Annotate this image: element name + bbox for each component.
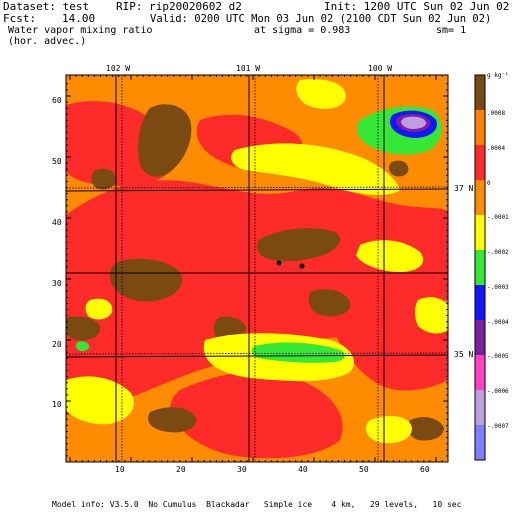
colorbar-label: .0004 xyxy=(487,145,506,152)
colorbar-swatch xyxy=(475,180,485,216)
colorbar-swatch xyxy=(475,145,485,181)
colorbar-swatch xyxy=(475,355,485,391)
colorbar-label: -.0005 xyxy=(487,353,509,360)
lon-label-101w: 101 W xyxy=(236,64,261,73)
colorbar xyxy=(475,75,485,461)
y-tick-label: 60 xyxy=(52,96,62,105)
y-tick-label: 30 xyxy=(52,279,62,288)
field-name: Water vapor mixing ratio xyxy=(8,25,153,36)
init-label: Init: 1200 UTC Sun 02 Jun 02 xyxy=(324,0,510,13)
colorbar-label: -.0003 xyxy=(487,284,509,291)
colorbar-label: -.0001 xyxy=(487,214,509,221)
rip-label: RIP: rip20020602 d2 xyxy=(116,0,242,13)
y-tick-label: 40 xyxy=(52,218,62,227)
colorbar-swatch xyxy=(475,320,485,356)
colorbar-swatch xyxy=(475,215,485,251)
colorbar-unit: g kg⁻¹ xyxy=(487,72,509,79)
subfield-name: (hor. advec.) xyxy=(8,36,87,47)
lon-label-102w: 102 W xyxy=(106,64,131,73)
sigma-label: at sigma = 0.983 xyxy=(254,25,351,36)
colorbar-swatch xyxy=(475,285,485,321)
colorbar-label: 0 xyxy=(487,180,491,187)
x-tick-label: 10 xyxy=(115,465,125,474)
dataset-label: Dataset: test xyxy=(3,0,90,13)
colorbar-label: -.0004 xyxy=(487,319,509,326)
colorbar-swatch xyxy=(475,110,485,146)
fcst-label: Fcst: xyxy=(3,12,37,25)
x-tick-label: 50 xyxy=(359,465,369,474)
colorbar-label: -.0007 xyxy=(487,423,509,430)
lat-label-35n: 35 N xyxy=(454,350,474,359)
colorbar-label: -.0006 xyxy=(487,388,509,395)
colorbar-swatch xyxy=(475,390,485,426)
colorbar-swatch xyxy=(475,75,485,111)
y-tick-label: 10 xyxy=(52,400,62,409)
valid-label: Valid: 0200 UTC Mon 03 Jun 02 (2100 CDT … xyxy=(150,13,492,25)
colorbar-swatch xyxy=(475,425,485,461)
y-tick-label: 20 xyxy=(52,340,62,349)
colorbar-label: -.0002 xyxy=(487,249,509,256)
lat-label-37n: 37 N xyxy=(454,184,474,193)
x-tick-label: 20 xyxy=(176,465,186,474)
model-info: Model info: V3.5.0 No Cumulus Blackadar … xyxy=(52,500,462,509)
sm-label: sm= 1 xyxy=(436,25,467,36)
colorbar-label: .0008 xyxy=(487,110,506,117)
x-tick-label: 30 xyxy=(237,465,247,474)
lon-label-100w: 100 W xyxy=(368,64,393,73)
colorbar-swatch xyxy=(475,250,485,286)
x-tick-label: 60 xyxy=(420,465,430,474)
fcst-value: 14.00 xyxy=(62,12,96,25)
y-tick-label: 50 xyxy=(52,157,62,166)
contour-field xyxy=(66,75,448,462)
x-tick-label: 40 xyxy=(298,465,308,474)
